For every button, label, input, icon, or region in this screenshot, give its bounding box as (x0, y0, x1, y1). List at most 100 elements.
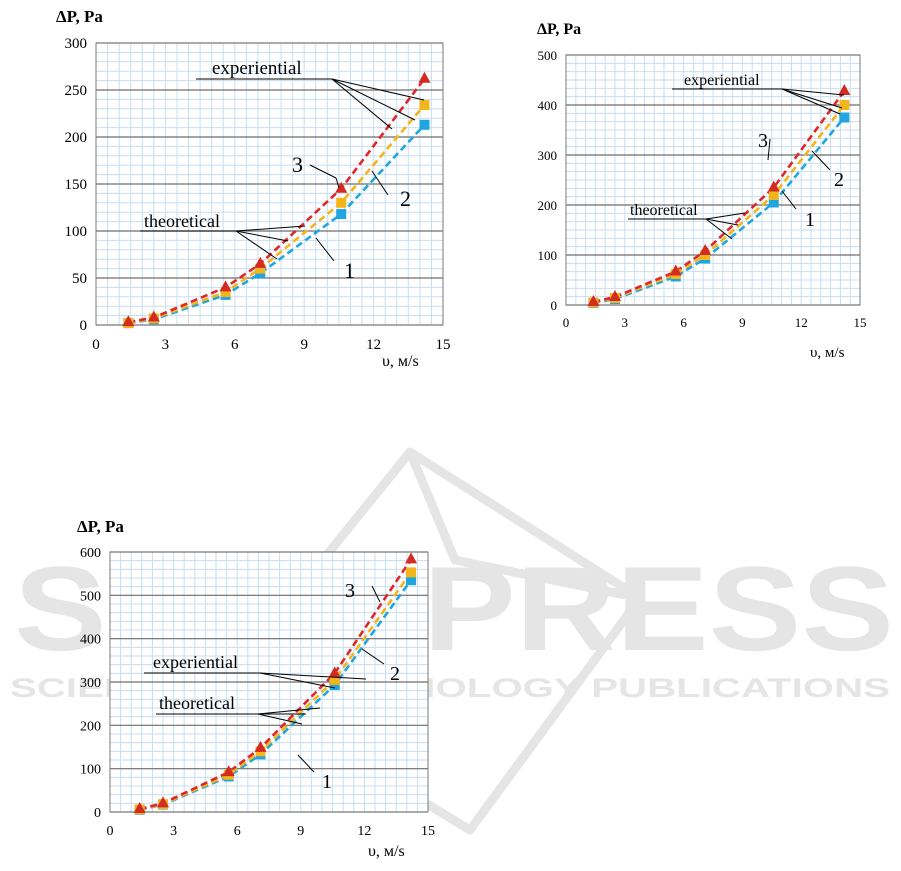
x-tick-label: 3 (162, 337, 170, 353)
callout-line (705, 218, 733, 240)
series-2-point (419, 100, 430, 111)
y-tick-label: 500 (80, 589, 101, 604)
series-3-point (122, 315, 135, 327)
series-3-curve (128, 77, 426, 324)
series-1-point (839, 112, 850, 123)
series-2-point (336, 197, 347, 208)
callout-line (331, 78, 425, 101)
x-tick-label: 0 (563, 315, 570, 330)
y-tick-label: 0 (551, 298, 558, 313)
series-3-point (767, 180, 780, 192)
y-tick-label: 300 (65, 36, 88, 52)
callout-line (235, 230, 278, 260)
curve-label-3: 3 (292, 152, 303, 177)
y-tick-label: 0 (80, 318, 88, 334)
chart-1-ylabel: ΔP, Pa (56, 7, 103, 26)
y-tick-label: 100 (538, 248, 558, 263)
chart-2-experiential-label: experiential (684, 72, 760, 89)
chart-1-xlabel: υ, м/s (382, 353, 419, 370)
y-tick-label: 100 (65, 224, 88, 240)
x-tick-label: 0 (107, 824, 114, 839)
x-tick-label: 6 (231, 337, 239, 353)
chart-2-curves (593, 90, 846, 305)
callout-line (371, 170, 389, 196)
plot-border (95, 42, 444, 326)
series-1-curve (128, 123, 426, 325)
y-tick-label: 0 (94, 806, 101, 821)
x-tick-label: 3 (622, 315, 629, 330)
x-tick-label: 15 (421, 824, 435, 839)
callout-line (781, 88, 841, 115)
series-1-point (329, 680, 340, 691)
chart-3-curves (139, 558, 413, 812)
x-tick-label: 12 (357, 824, 371, 839)
y-tick-label: 150 (65, 177, 88, 193)
series-3-point (133, 801, 146, 813)
series-2-point (768, 190, 779, 200)
callout-line (235, 225, 306, 232)
chart-1-curves (128, 77, 426, 325)
callout-line (781, 190, 797, 210)
y-tick-label: 50 (72, 271, 87, 287)
series-1-point (406, 575, 417, 586)
chart-1-grid (95, 42, 444, 326)
series-2-point (220, 287, 231, 298)
series-3-curve (139, 558, 413, 811)
curve-label-3: 3 (758, 130, 768, 152)
series-3-point (669, 264, 682, 276)
series-3-point (254, 740, 267, 752)
chart-3-grid (109, 551, 429, 813)
callout-line (259, 672, 367, 680)
x-tick-label: 3 (170, 824, 177, 839)
x-tick-label: 15 (436, 337, 451, 353)
x-tick-label: 9 (297, 824, 304, 839)
callout-line (781, 88, 845, 96)
x-tick-label: 12 (366, 337, 381, 353)
y-tick-label: 500 (538, 48, 558, 63)
curve-label-2: 2 (390, 663, 400, 685)
series-3-point (699, 244, 712, 255)
chart-2-theoretical-label: theoretical (630, 202, 698, 219)
series-2-point (255, 263, 266, 274)
x-tick-label: 12 (795, 315, 808, 330)
callout-line (309, 164, 337, 179)
callout-line (331, 78, 416, 121)
plot-border (109, 551, 429, 813)
series-3-point (254, 256, 267, 268)
series-3-point (219, 280, 232, 292)
series-3-point (418, 71, 431, 83)
y-tick-label: 200 (80, 719, 101, 734)
callout-line (781, 88, 843, 109)
chart-3-ylabel: ΔP, Pa (77, 517, 124, 536)
chart-3-experiential-label: experiential (153, 652, 238, 672)
curve-label-1: 1 (344, 258, 355, 283)
x-tick-label: 15 (854, 315, 867, 330)
chart-3-xlabel: υ, м/s (368, 843, 405, 860)
series-3-point (838, 84, 851, 95)
y-tick-label: 400 (538, 98, 558, 113)
callout-line (361, 648, 385, 665)
x-tick-label: 0 (92, 337, 100, 353)
callout-line (331, 78, 393, 130)
callout-line (705, 218, 739, 226)
chart-3-callouts: experiential theoretical 3 2 1 (144, 580, 400, 793)
y-tick-label: 200 (538, 198, 558, 213)
series-3-point (147, 310, 160, 322)
chart-2-grid (565, 54, 861, 306)
callout-line (315, 237, 335, 262)
chart-3-marks (133, 552, 418, 815)
chart-3-theoretical-label: theoretical (159, 693, 235, 713)
chart-1-marks (122, 71, 431, 329)
chart-1-experiential-label: experiential (212, 58, 302, 79)
callout-line (705, 212, 746, 220)
y-tick-label: 300 (80, 676, 101, 691)
y-tick-label: 250 (65, 83, 88, 99)
series-3-point (335, 181, 348, 193)
x-tick-label: 6 (234, 824, 241, 839)
series-2-curve (128, 104, 426, 325)
